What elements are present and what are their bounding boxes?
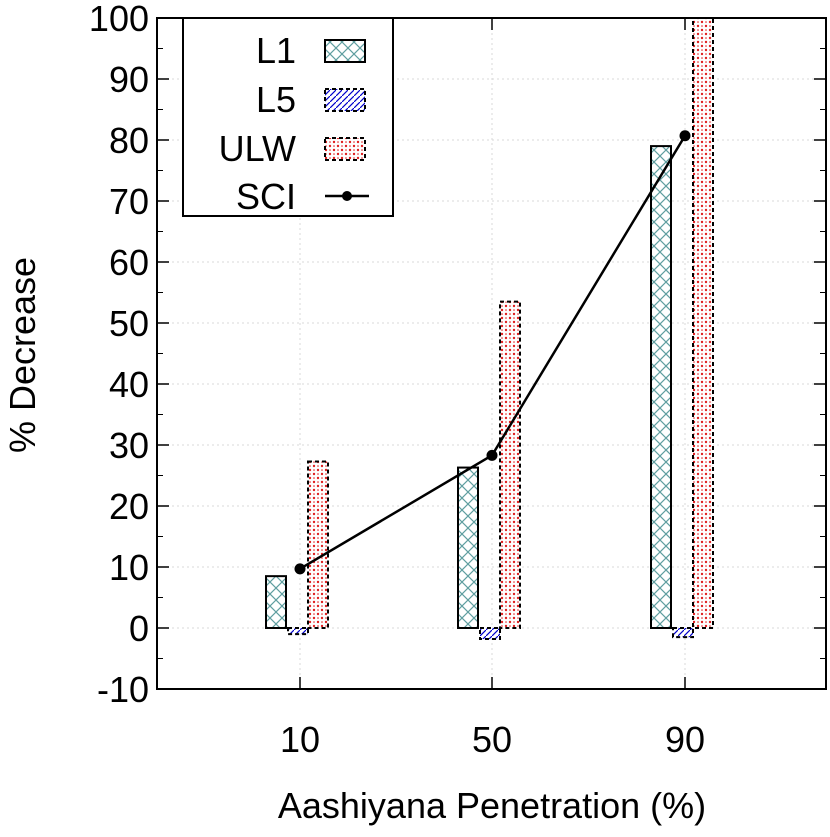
legend-label-sci: SCI (236, 176, 296, 217)
legend-label-l5: L5 (256, 79, 296, 120)
y-tick-label: 80 (109, 120, 149, 161)
bar-l1-50 (457, 466, 479, 629)
bar-ulw-90 (692, 17, 714, 629)
y-tick-label: 100 (89, 0, 149, 39)
sci-point-10 (294, 563, 306, 575)
y-tick-label: 0 (129, 608, 149, 649)
legend-swatch-l5 (324, 88, 366, 112)
legend-swatch-ulw (324, 137, 366, 161)
y-tick-label: 50 (109, 303, 149, 344)
x-tick-label: 10 (280, 719, 320, 760)
x-tick-label: 50 (472, 719, 512, 760)
y-tick-label: 10 (109, 547, 149, 588)
y-axis-title: % Decrease (2, 257, 43, 453)
bar-l1-90 (650, 145, 672, 629)
bar-ulw-50 (499, 300, 521, 629)
bars (265, 17, 714, 640)
y-tick-label: 90 (109, 59, 149, 100)
sci-line (294, 130, 691, 575)
bar-l5-90 (672, 627, 694, 639)
y-tick-label: 40 (109, 364, 149, 405)
sci-point-90 (679, 130, 691, 142)
sci-point-50 (486, 449, 498, 461)
y-axis: -10 0 10 20 30 40 50 60 70 80 90 100 (89, 0, 826, 710)
y-tick-label: 20 (109, 486, 149, 527)
y-tick-label: 60 (109, 242, 149, 283)
y-tick-label: -10 (97, 669, 149, 710)
x-tick-label: 90 (665, 719, 705, 760)
bar-l1-10 (265, 575, 287, 630)
bar-l5-50 (479, 627, 501, 640)
legend-label-l1: L1 (256, 30, 296, 71)
bar-l5-10 (287, 627, 309, 636)
bar-ulw-10 (307, 460, 329, 629)
legend-swatch-l1 (324, 39, 366, 63)
x-axis: 10 50 90 (280, 18, 705, 760)
x-axis-title: Aashiyana Penetration (%) (278, 785, 706, 826)
y-tick-label: 70 (109, 181, 149, 222)
y-tick-label: 30 (109, 425, 149, 466)
legend: L1 L5 ULW SCI (182, 17, 394, 217)
legend-marker-sci (342, 191, 352, 201)
legend-label-ulw: ULW (219, 128, 296, 169)
